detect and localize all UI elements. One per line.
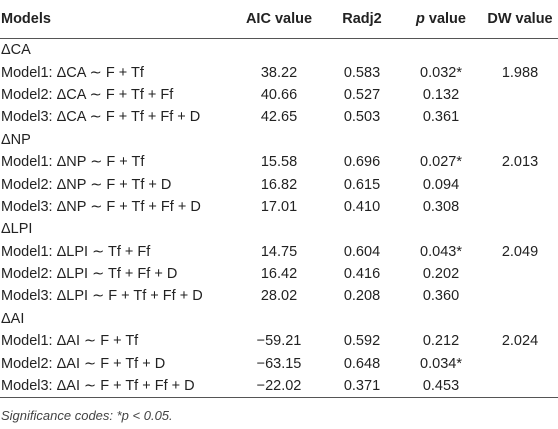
model-cell: Model3: ΔLPI ∼ F + Tf + Ff + D <box>1 288 203 305</box>
p-value-cell: 0.132 <box>422 86 460 103</box>
radj-cell: 0.371 <box>324 374 400 399</box>
model-cell: Model3: ΔCA ∼ F + Tf + Ff + D <box>1 109 201 126</box>
dw-cell <box>482 84 558 106</box>
footnote: Significance codes: *p < 0.05. <box>1 408 173 423</box>
p-value-cell: 0.361 <box>422 109 460 126</box>
header-p-value: p value <box>400 0 482 39</box>
p-value-cell: 0.094 <box>422 176 460 193</box>
table-row: Model3: ΔCA ∼ F + Tf + Ff + D 42.65 0.503 0… <box>0 106 558 128</box>
p-value-cell: 0.032* <box>420 64 462 81</box>
group-label: ΔAI <box>1 310 25 327</box>
aic-cell: 40.66 <box>260 86 298 103</box>
group-label: ΔCA <box>1 42 31 59</box>
table-header: Models AIC value Radj2 p value DW value <box>0 0 558 39</box>
radj-cell: 0.583 <box>343 64 381 81</box>
model-cell: Model2: ΔCA ∼ F + Tf + Ff <box>1 86 174 103</box>
aic-cell: 28.02 <box>260 288 298 305</box>
group-row: ΔAI <box>0 308 558 330</box>
radj-cell: 0.604 <box>343 243 381 260</box>
dw-cell: 1.988 <box>501 64 539 81</box>
aic-cell: 14.75 <box>260 243 298 260</box>
p-value-cell: 0.360 <box>422 288 460 305</box>
dw-cell <box>482 352 558 374</box>
aic-cell: 42.65 <box>260 109 298 126</box>
table-row: Model3: ΔNP ∼ F + Tf + Ff + D 17.01 0.410 0… <box>0 196 558 218</box>
dw-cell <box>482 196 558 218</box>
p-value-cell: 0.453 <box>400 374 482 399</box>
p-value-cell: 0.034* <box>420 355 462 372</box>
aic-cell: −63.15 <box>256 355 302 372</box>
aic-cell: 16.42 <box>260 266 298 283</box>
model-cell: Model1: ΔLPI ∼ Tf + Ff <box>1 243 151 260</box>
table-row: Model3: ΔAI ∼ F + Tf + Ff + D −22.02 0.371… <box>0 374 558 399</box>
group-row: ΔCA <box>0 39 558 62</box>
dw-cell <box>482 173 558 195</box>
dw-cell <box>482 374 558 399</box>
header-aic: AIC value <box>234 0 324 39</box>
model-cell: Model2: ΔNP ∼ F + Tf + D <box>1 176 172 193</box>
table-row: Model1: ΔCA ∼ F + Tf 38.22 0.583 0.032* 1.98… <box>0 61 558 83</box>
table-row: Model2: ΔAI ∼ F + Tf + D −63.15 0.648 0.034… <box>0 352 558 374</box>
dw-cell <box>482 285 558 307</box>
header-models: Models <box>0 0 234 39</box>
model-cell: Model1: ΔNP ∼ F + Tf <box>1 154 145 171</box>
model-cell: Model3: ΔAI ∼ F + Tf + Ff + D <box>0 374 234 399</box>
table-row: Model3: ΔLPI ∼ F + Tf + Ff + D 28.02 0.208… <box>0 285 558 307</box>
table-row: Model1: ΔAI ∼ F + Tf −59.21 0.592 0.212 2.02… <box>0 330 558 352</box>
header-p-suffix: value <box>424 11 466 27</box>
radj-cell: 0.416 <box>343 266 381 283</box>
radj-cell: 0.592 <box>343 333 381 350</box>
aic-cell: 16.82 <box>260 176 298 193</box>
header-p-symbol: p <box>416 11 425 27</box>
radj-cell: 0.410 <box>343 198 381 215</box>
table-body: ΔCA Model1: ΔCA ∼ F + Tf 38.22 0.583 0.032* 1… <box>0 39 558 399</box>
dw-cell <box>482 106 558 128</box>
radj-cell: 0.648 <box>343 355 381 372</box>
dw-cell: 2.024 <box>501 333 539 350</box>
model-cell: Model2: ΔAI ∼ F + Tf + D <box>1 355 166 372</box>
group-label: ΔLPI <box>1 221 33 238</box>
model-cell: Model2: ΔLPI ∼ Tf + Ff + D <box>1 266 178 283</box>
table-row: Model2: ΔLPI ∼ Tf + Ff + D 16.42 0.416 0.20… <box>0 263 558 285</box>
dw-cell: 2.013 <box>501 154 539 171</box>
model-comparison-table: Models AIC value Radj2 p value DW value … <box>0 0 558 399</box>
p-value-cell: 0.027* <box>420 154 462 171</box>
radj-cell: 0.208 <box>343 288 381 305</box>
header-row: Models AIC value Radj2 p value DW value <box>0 0 558 39</box>
radj-cell: 0.527 <box>343 86 381 103</box>
table-row: Model1: ΔLPI ∼ Tf + Ff 14.75 0.604 0.043* 2.… <box>0 241 558 263</box>
p-value-cell: 0.043* <box>420 243 462 260</box>
p-value-cell: 0.202 <box>422 266 460 283</box>
radj-cell: 0.503 <box>343 109 381 126</box>
aic-cell: 38.22 <box>260 64 298 81</box>
group-row: ΔLPI <box>0 218 558 240</box>
p-value-cell: 0.308 <box>422 198 460 215</box>
aic-cell: 17.01 <box>260 198 298 215</box>
model-cell: Model3: ΔNP ∼ F + Tf + Ff + D <box>1 198 201 215</box>
p-value-cell: 0.212 <box>422 333 460 350</box>
radj-cell: 0.615 <box>343 176 381 193</box>
table-row: Model2: ΔCA ∼ F + Tf + Ff 40.66 0.527 0.132 <box>0 84 558 106</box>
group-row: ΔNP <box>0 129 558 151</box>
table-row: Model2: ΔNP ∼ F + Tf + D 16.82 0.615 0.094 <box>0 173 558 195</box>
dw-cell <box>482 263 558 285</box>
header-radj: Radj2 <box>324 0 400 39</box>
model-cell: Model1: ΔAI ∼ F + Tf <box>1 333 139 350</box>
aic-cell: −59.21 <box>256 333 302 350</box>
header-dw: DW value <box>482 0 558 39</box>
table-row: Model1: ΔNP ∼ F + Tf 15.58 0.696 0.027* 2.01… <box>0 151 558 173</box>
group-label: ΔNP <box>1 131 31 148</box>
model-cell: Model1: ΔCA ∼ F + Tf <box>1 64 144 81</box>
aic-cell: 15.58 <box>260 154 298 171</box>
aic-cell: −22.02 <box>234 374 324 399</box>
radj-cell: 0.696 <box>343 154 381 171</box>
dw-cell: 2.049 <box>501 243 539 260</box>
